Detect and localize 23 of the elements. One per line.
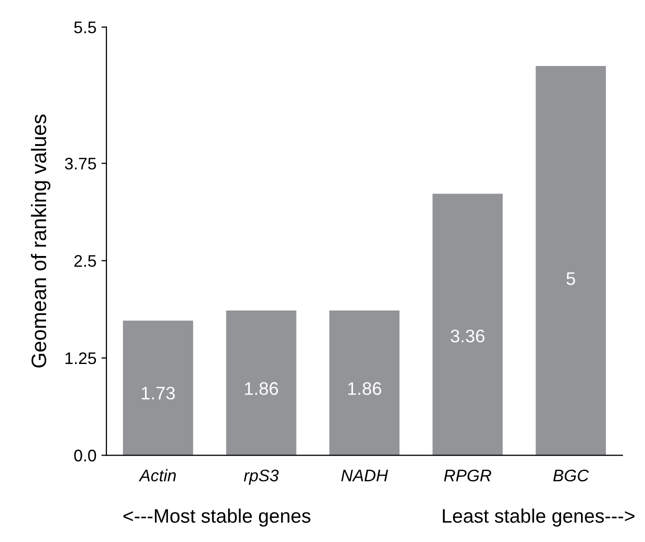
y-tick-label: 5.5 — [74, 22, 96, 34]
y-tick-label: 1.25 — [66, 352, 96, 364]
x-tick-label: Actin — [138, 469, 176, 482]
x-tick-label: NADH — [341, 470, 388, 482]
data-label: 1.73 — [142, 386, 175, 400]
data-label: 1.86 — [245, 382, 278, 395]
text: Least stable genes---> — [442, 508, 634, 527]
data-label: 5 — [566, 272, 576, 285]
data-label: 1.86 — [348, 382, 382, 395]
y-tick-label: 2.5 — [74, 255, 96, 267]
bar — [536, 66, 606, 456]
x-tick-label: RPGR — [444, 470, 492, 482]
x-tick-label: rpS3 — [244, 470, 279, 485]
bar — [226, 310, 296, 456]
bar — [432, 194, 503, 456]
y-axis-title: Geomean of ranking values — [30, 114, 50, 368]
bar — [122, 320, 194, 456]
data-label: 3.36 — [450, 330, 484, 342]
y-tick-label: 3.75 — [64, 158, 96, 170]
y-tick-label: 0.0 — [74, 450, 96, 462]
bar — [329, 310, 400, 456]
x-tick-label: BGC — [553, 470, 589, 482]
text: <---Most stable genes — [124, 508, 310, 527]
